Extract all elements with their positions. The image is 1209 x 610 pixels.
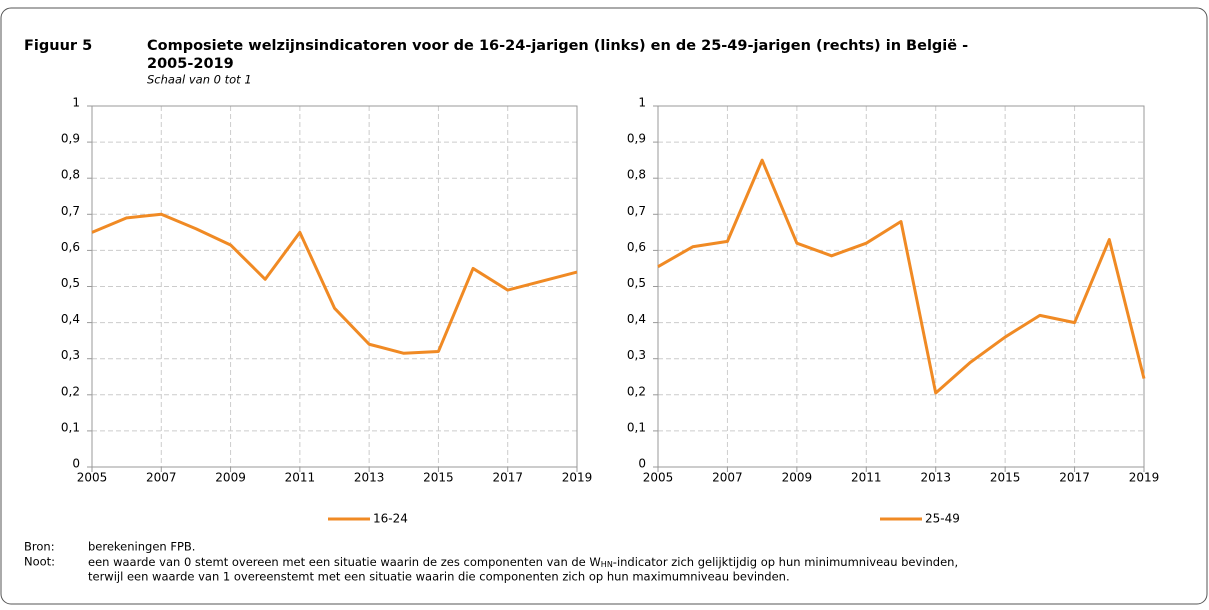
note-label: Noot: [24, 555, 55, 569]
frame [0, 7, 1208, 605]
x-tick-label: 2019 [562, 471, 593, 485]
y-tick-label: 0,7 [627, 204, 646, 218]
y-tick-label: 0,2 [61, 384, 80, 398]
y-tick-label: 0,6 [61, 240, 80, 254]
y-tick-label: 0,9 [627, 132, 646, 146]
y-tick-label: 0,9 [61, 132, 80, 146]
x-tick-label: 2005 [77, 471, 108, 485]
y-tick-label: 0,3 [627, 348, 646, 362]
y-tick-label: 0,8 [627, 168, 646, 182]
figure-label: Figuur 5 [24, 38, 92, 54]
y-tick-label: 0,3 [61, 348, 80, 362]
plot-border [657, 105, 1145, 468]
y-tick-label: 1 [72, 96, 80, 110]
y-tick-label: 0,6 [627, 240, 646, 254]
x-tick-label: 2015 [990, 471, 1021, 485]
note-text: een waarde van 0 stemt overeen met een s… [88, 555, 958, 569]
note-text: terwijl een waarde van 1 overeenstemt me… [88, 570, 790, 584]
y-tick-label: 0 [638, 457, 646, 471]
subtitle: Schaal van 0 tot 1 [147, 73, 252, 87]
series-line [91, 212, 578, 355]
x-tick-label: 2007 [712, 471, 743, 485]
legend-label: 16-24 [373, 512, 408, 526]
y-tick-label: 0,4 [61, 312, 80, 326]
note-part: -indicator zich gelijktijdig op hun mini… [613, 555, 958, 569]
y-tick-label: 0,5 [627, 276, 646, 290]
x-tick-label: 2019 [1129, 471, 1160, 485]
y-tick-label: 0,2 [627, 384, 646, 398]
x-tick-label: 2015 [423, 471, 454, 485]
y-tick-label: 0,1 [627, 420, 646, 434]
x-tick-label: 2011 [285, 471, 316, 485]
legend-label: 25-49 [925, 512, 960, 526]
x-tick-label: 2009 [782, 471, 813, 485]
y-tick-label: 0,7 [61, 204, 80, 218]
note-sub: HN [601, 560, 613, 569]
y-tick-label: 0,5 [61, 276, 80, 290]
series-line [657, 158, 1146, 395]
x-tick-label: 2007 [146, 471, 177, 485]
x-tick-label: 2013 [920, 471, 951, 485]
x-tick-label: 2011 [851, 471, 882, 485]
note-part: een waarde van 0 stemt overeen met een s… [88, 555, 601, 569]
figure-title: 2005-2019 [147, 56, 234, 72]
x-tick-label: 2017 [1059, 471, 1090, 485]
plot-border [91, 105, 578, 468]
y-tick-label: 0,1 [61, 420, 80, 434]
x-tick-label: 2013 [354, 471, 385, 485]
y-tick-label: 0,4 [627, 312, 646, 326]
y-tick-label: 1 [638, 96, 646, 110]
source-label: Bron: [24, 540, 55, 554]
x-tick-label: 2009 [215, 471, 246, 485]
x-tick-label: 2017 [492, 471, 523, 485]
x-tick-label: 2005 [643, 471, 674, 485]
figure-title: Composiete welzijnsindicatoren voor de 1… [147, 38, 968, 54]
y-tick-label: 0 [72, 457, 80, 471]
y-tick-label: 0,8 [61, 168, 80, 182]
source-text: berekeningen FPB. [88, 540, 195, 554]
